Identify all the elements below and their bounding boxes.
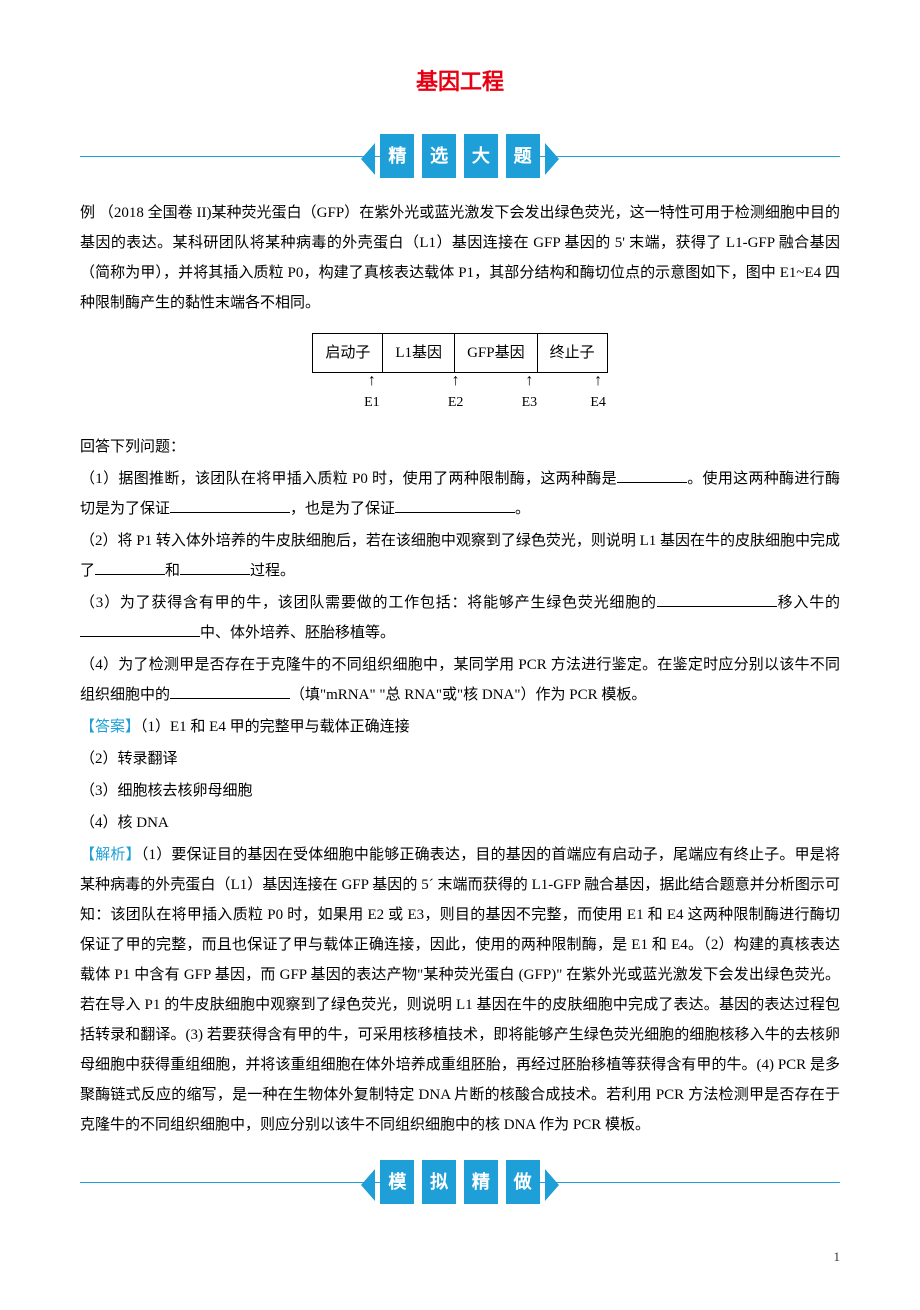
questions-label: 回答下列问题： xyxy=(80,432,840,462)
banner2-char-1: 模 xyxy=(380,1160,414,1204)
question-2: （2）将 P1 转入体外培养的牛皮肤细胞后，若在该细胞中观察到了绿色荧光，则说明… xyxy=(80,526,840,586)
diagram-cell-terminator: 终止子 xyxy=(538,334,607,372)
diagram-cell-gfp: GFP基因 xyxy=(455,334,538,372)
answer-3: （3）细胞核去核卵母细胞 xyxy=(80,776,840,806)
section-banner-1: 精 选 大 题 xyxy=(80,134,840,178)
page-title: 基因工程 xyxy=(80,60,840,104)
banner-triangle-right xyxy=(545,143,559,175)
section-banner-2: 模 拟 精 做 xyxy=(80,1160,840,1204)
banner-char-4: 题 xyxy=(506,134,540,178)
banner2-triangle-right xyxy=(545,1169,559,1201)
banner2-triangle-left xyxy=(361,1169,375,1201)
enzyme-e2: ↑ E2 xyxy=(448,373,464,417)
blank-3a xyxy=(657,592,777,607)
blank-1c xyxy=(395,498,515,513)
blank-1b xyxy=(170,498,290,513)
diagram-cell-l1: L1基因 xyxy=(383,334,455,372)
blank-3b xyxy=(80,622,200,637)
answer-label: 【答案】 xyxy=(80,719,140,735)
banner2-char-4: 做 xyxy=(506,1160,540,1204)
enzyme-e4: ↑ E4 xyxy=(590,373,606,417)
answer-2: （2）转录翻译 xyxy=(80,744,840,774)
analysis-paragraph: 【解析】（1）要保证目的基因在受体细胞中能够正确表达，目的基因的首端应有启动子，… xyxy=(80,840,840,1140)
banner2-char-3: 精 xyxy=(464,1160,498,1204)
question-4: （4）为了检测甲是否存在于克隆牛的不同组织细胞中，某同学用 PCR 方法进行鉴定… xyxy=(80,650,840,710)
page-number: 1 xyxy=(80,1244,840,1270)
answer-1: 【答案】（1）E1 和 E4 甲的完整甲与载体正确连接 xyxy=(80,712,840,742)
gene-diagram: 启动子 L1基因 GFP基因 终止子 ↑ E1 ↑ E2 ↑ E3 ↑ E4 xyxy=(80,333,840,417)
diagram-table: 启动子 L1基因 GFP基因 终止子 xyxy=(312,333,607,373)
banner-triangle-left xyxy=(361,143,375,175)
banner-char-2: 选 xyxy=(422,134,456,178)
enzyme-e1: ↑ E1 xyxy=(364,373,380,417)
answer-4: （4）核 DNA xyxy=(80,808,840,838)
diagram-cell-promoter: 启动子 xyxy=(313,334,383,372)
enzyme-e3: ↑ E3 xyxy=(522,373,538,417)
analysis-label: 【解析】 xyxy=(80,847,141,863)
blank-2a xyxy=(95,560,165,575)
banner-char-1: 精 xyxy=(380,134,414,178)
blank-4 xyxy=(170,684,290,699)
intro-paragraph: 例 （2018 全国卷 II)某种荧光蛋白（GFP）在紫外光或蓝光激发下会发出绿… xyxy=(80,198,840,318)
banner-char-3: 大 xyxy=(464,134,498,178)
question-1: （1）据图推断，该团队在将甲插入质粒 P0 时，使用了两种限制酶，这两种酶是。使… xyxy=(80,464,840,524)
banner2-char-2: 拟 xyxy=(422,1160,456,1204)
blank-2b xyxy=(180,560,250,575)
question-3: （3）为了获得含有甲的牛，该团队需要做的工作包括：将能够产生绿色荧光细胞的移入牛… xyxy=(80,588,840,648)
blank-1a xyxy=(617,468,687,483)
